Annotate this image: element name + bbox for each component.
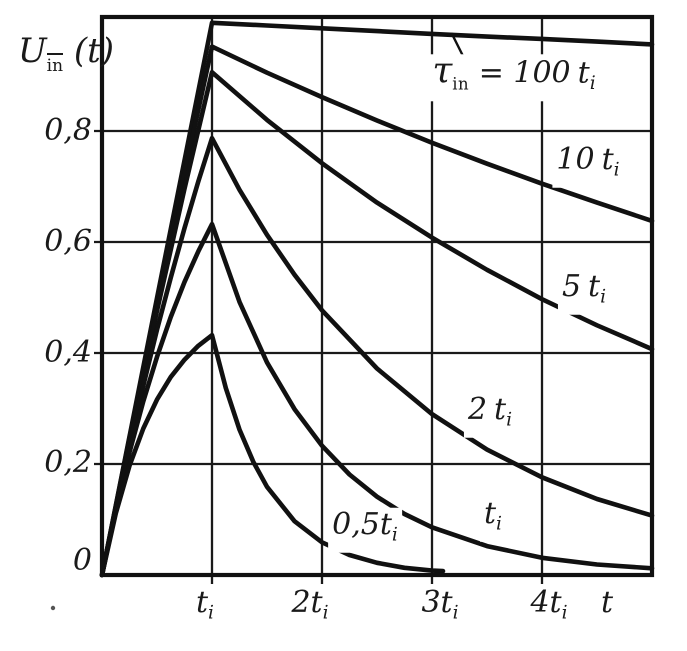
y-tick-label-0-6: 0,6 <box>44 224 92 259</box>
x-tick-label-ti: ti <box>195 585 215 624</box>
curve-tau1 <box>99 221 655 578</box>
plot-frame <box>99 14 655 578</box>
x-tick-label-2ti: 2ti <box>291 585 329 624</box>
scan-speck <box>50 605 56 611</box>
curve-label-2ti: 2 ti <box>463 392 517 438</box>
curve-label-ti: ti <box>479 496 507 542</box>
curve-tau100 <box>99 20 655 578</box>
curve-tau5 <box>99 69 655 578</box>
curve-label-5ti: 5 ti <box>557 269 611 315</box>
x-tick-label-4ti: 4ti <box>530 585 568 624</box>
y-axis-title-symbol: U <box>18 31 47 71</box>
y-axis-title-argument: (t) <box>63 31 115 71</box>
curve-tau05 <box>99 332 446 578</box>
curve-label-tau-100ti: τin = 100 ti <box>428 53 600 102</box>
y-tick-label-0-8: 0,8 <box>44 113 92 148</box>
x-tick-label-3ti: 3ti <box>421 585 459 624</box>
y-tick-label-0: 0 <box>72 543 92 578</box>
y-tick-label-0-4: 0,4 <box>44 335 92 370</box>
curve-tau2 <box>99 135 655 578</box>
y-axis-title-subscript: in <box>46 52 64 76</box>
y-axis-title: Uin (t) <box>18 34 114 83</box>
y-tick-label-0-2: 0,2 <box>44 445 92 480</box>
curve-label-0-5ti: 0,5ti <box>328 507 402 553</box>
curve-label-10ti: 10 ti <box>552 142 624 188</box>
label-leader-line <box>450 32 465 58</box>
x-tick-label-t: t <box>600 585 614 620</box>
